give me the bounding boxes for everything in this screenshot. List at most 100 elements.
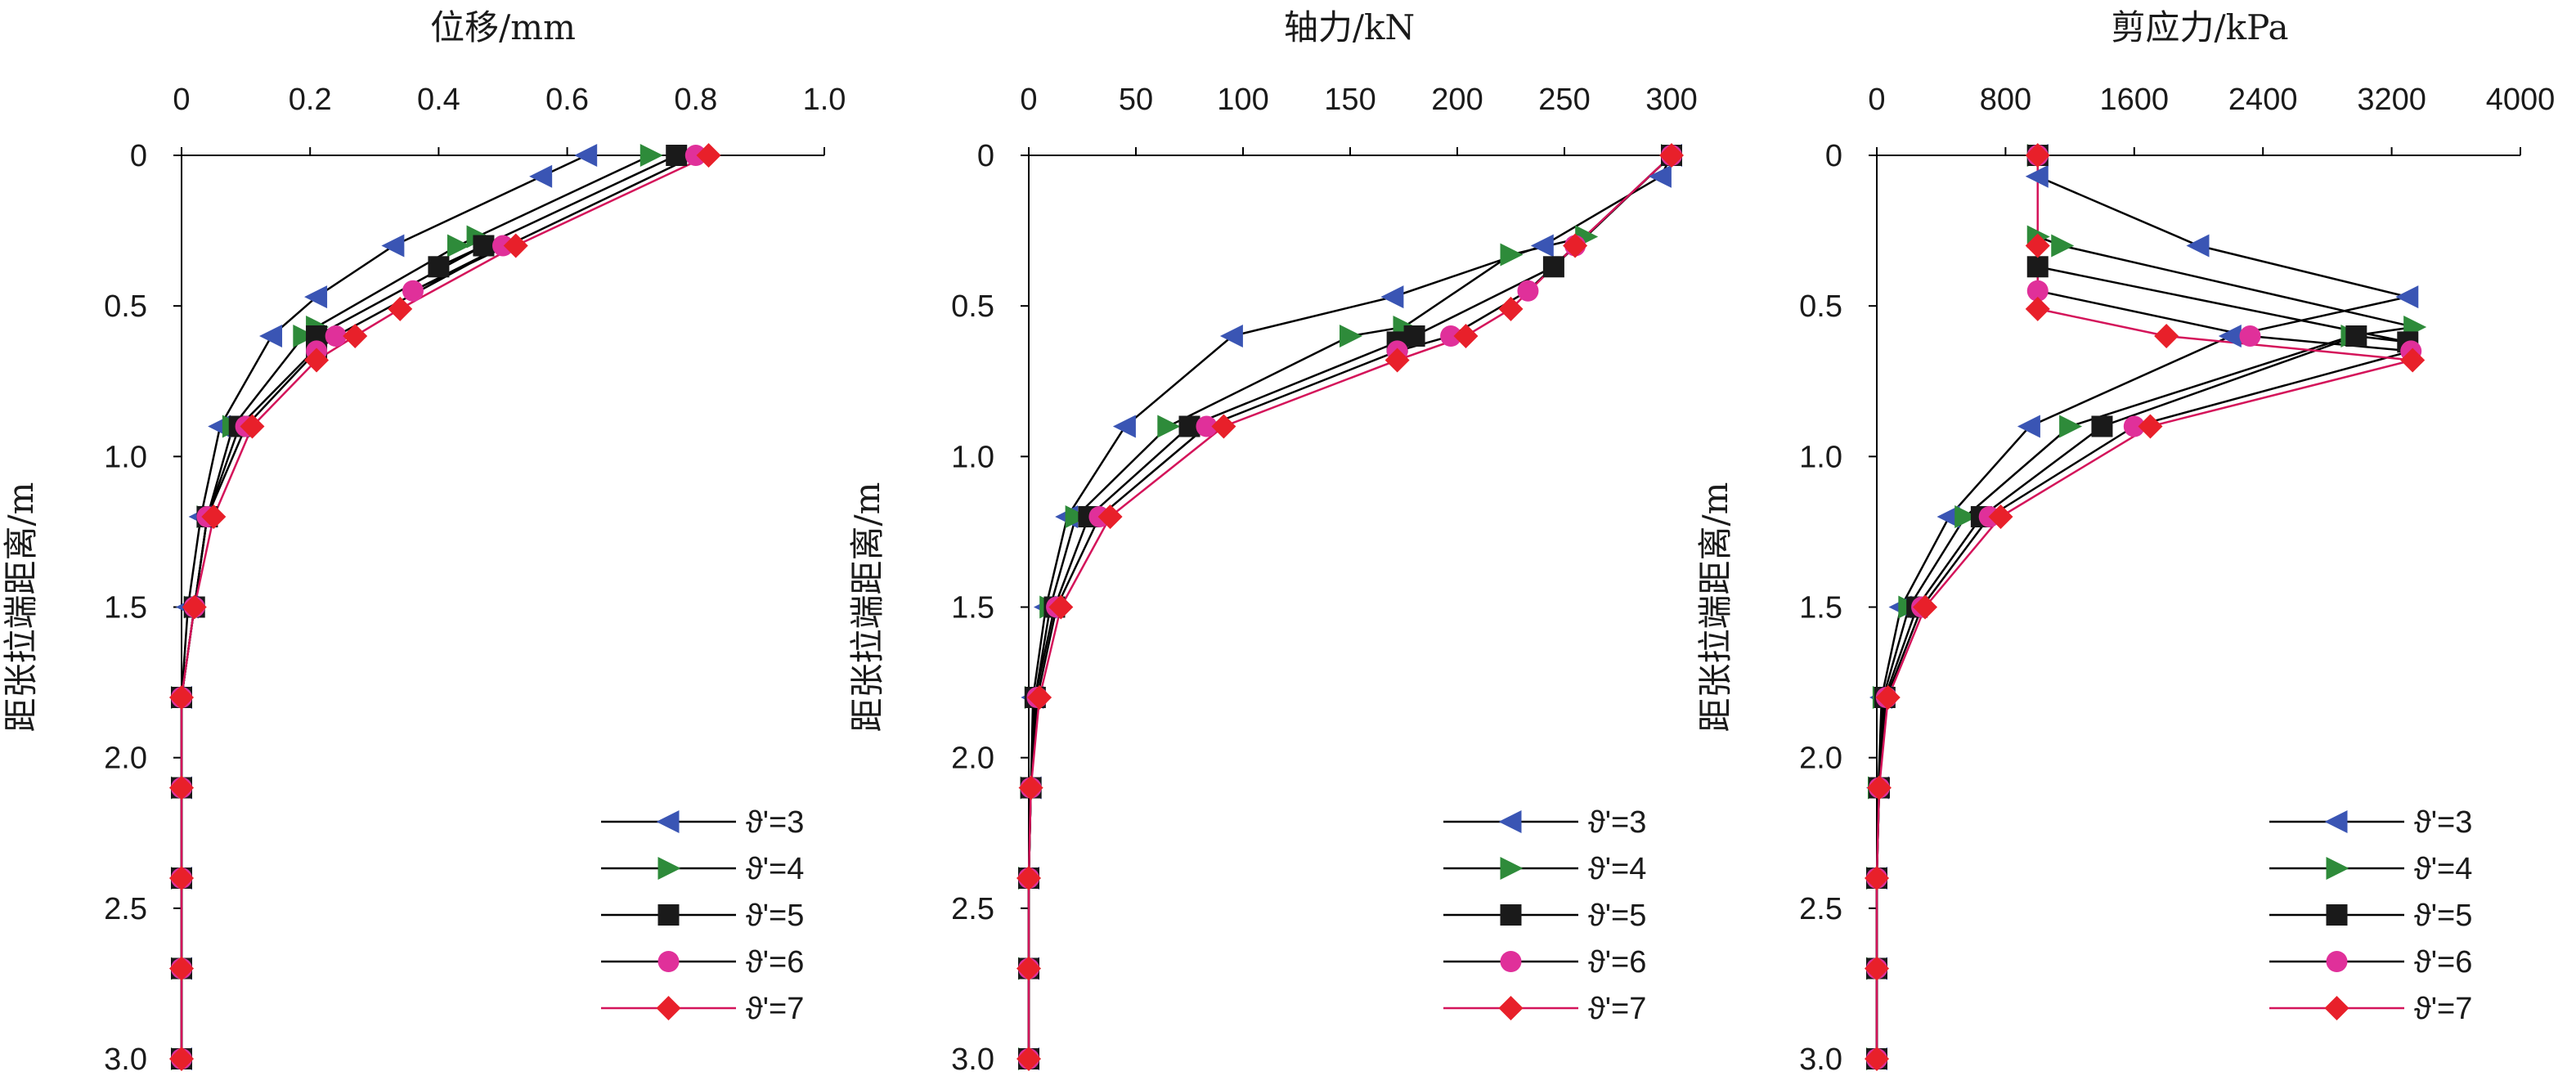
x-tick-label: 50 <box>1119 83 1153 117</box>
series-point-6 <box>492 235 514 257</box>
x-tick-label: 1.0 <box>803 83 846 117</box>
series-point-3 <box>304 285 328 309</box>
y-tick-label: 1.5 <box>951 591 994 625</box>
series-point-7 <box>503 233 528 258</box>
x-tick-label: 0.2 <box>289 83 332 117</box>
legend-marker <box>1498 996 1524 1020</box>
x-tick-label: 0 <box>173 83 190 117</box>
series-line-5 <box>180 154 677 1059</box>
series-point-3 <box>1112 415 1136 438</box>
legend-marker <box>2326 857 2349 880</box>
x-tick-label: 4000 <box>2486 83 2556 117</box>
series-point-7 <box>169 685 194 710</box>
x-tick-label: 100 <box>1217 83 1268 117</box>
series-point-7 <box>1988 504 2013 529</box>
series-point-7 <box>1563 233 1588 258</box>
series-point-4 <box>1954 505 1978 528</box>
series-line-3 <box>180 154 587 1059</box>
legend-label: ϑ'=7 <box>746 992 804 1026</box>
legend-label: ϑ'=4 <box>746 852 804 886</box>
series-point-6 <box>1517 280 1539 302</box>
series-line-4 <box>1027 155 1672 1059</box>
series-line-6 <box>180 154 697 1059</box>
legend-label: ϑ'=6 <box>2414 945 2472 980</box>
series-point-7 <box>696 143 721 168</box>
series-point-7 <box>240 414 265 439</box>
series-point-7 <box>1048 594 1074 620</box>
series-point-7 <box>201 504 227 529</box>
series-point-4 <box>1065 505 1088 528</box>
series-point-5 <box>473 235 495 257</box>
series-point-7 <box>1016 956 1041 981</box>
x-tick-label: 3200 <box>2357 83 2426 117</box>
y-tick-label: 2.5 <box>951 892 994 926</box>
y-tick-label: 0 <box>130 139 147 173</box>
series-point-6 <box>402 280 424 302</box>
series-point-7 <box>1027 685 1052 710</box>
y-tick-label: 2.0 <box>104 742 147 776</box>
series-point-7 <box>169 775 194 800</box>
series-point-4 <box>1157 415 1181 438</box>
y-tick-label: 3.0 <box>1799 1042 1842 1077</box>
y-tick-label: 0 <box>977 139 994 173</box>
y-tick-label: 2.5 <box>1799 892 1842 926</box>
series-point-3 <box>1936 505 1960 528</box>
series-point-4 <box>447 234 470 258</box>
legend-marker <box>657 857 681 880</box>
y-tick-label: 0.5 <box>104 289 147 324</box>
series-point-7 <box>304 347 330 373</box>
series-line-3 <box>1027 155 1673 1059</box>
y-tick-label: 3.0 <box>951 1042 994 1077</box>
x-tick-label: 0.8 <box>674 83 717 117</box>
y-axis-label: 距张拉端距离/m <box>1 482 41 733</box>
x-tick-label: 0 <box>1020 83 1037 117</box>
y-axis-label: 距张拉端距离/m <box>1695 482 1735 733</box>
legend-label: ϑ'=3 <box>746 805 804 840</box>
series-point-4 <box>1340 325 1362 347</box>
y-axis-label: 距张拉端距离/m <box>847 482 887 733</box>
series-point-7 <box>2025 296 2050 321</box>
series-point-7 <box>169 956 194 981</box>
series-point-4 <box>2059 415 2083 438</box>
series-point-5 <box>2091 415 2113 437</box>
series-point-3 <box>2218 325 2242 347</box>
y-tick-label: 1.0 <box>1799 440 1842 474</box>
series-point-6 <box>1196 415 1218 437</box>
legend-marker <box>657 951 680 972</box>
legend-marker <box>2326 951 2348 972</box>
legend-label: ϑ'=5 <box>2414 899 2472 933</box>
series-point-7 <box>1865 1047 1889 1071</box>
series-point-7 <box>2025 233 2050 258</box>
series-point-7 <box>182 594 207 620</box>
series-point-5 <box>1542 256 1564 278</box>
series-point-7 <box>2025 143 2050 168</box>
x-tick-label: 1600 <box>2100 83 2170 117</box>
series-line-7 <box>180 154 710 1059</box>
series-point-3 <box>2017 415 2040 438</box>
legend-marker <box>1500 951 1522 972</box>
series-line-5 <box>1027 155 1672 1059</box>
x-tick-label: 150 <box>1324 83 1376 117</box>
legend-marker <box>656 810 680 833</box>
series-point-7 <box>1866 775 1892 800</box>
chart-title: 轴力/kN <box>1284 7 1415 47</box>
series-point-6 <box>1440 325 1462 347</box>
series-point-7 <box>1097 504 1123 529</box>
series-point-7 <box>1865 866 1889 890</box>
series-point-4 <box>1500 243 1524 267</box>
legend-marker <box>2324 996 2349 1020</box>
legend-marker <box>657 904 680 926</box>
y-tick-label: 1.0 <box>104 440 147 474</box>
series-point-6 <box>325 325 347 347</box>
chart-title: 剪应力/kPa <box>2111 7 2288 47</box>
series-point-3 <box>1530 234 1554 258</box>
series-point-3 <box>259 325 283 347</box>
series-point-4 <box>293 325 316 347</box>
x-tick-label: 300 <box>1645 83 1697 117</box>
series-point-7 <box>1016 866 1041 890</box>
legend-label: ϑ'=5 <box>746 899 804 933</box>
series-point-6 <box>2123 415 2145 437</box>
legend-marker <box>1498 810 1522 833</box>
legend-label: ϑ'=4 <box>2414 852 2472 886</box>
chart-panel-3: 剪应力/kPa 距张拉端距离/m 0 800 1600 2400 3200 4000 0 0.5 1… <box>1695 7 2555 1077</box>
